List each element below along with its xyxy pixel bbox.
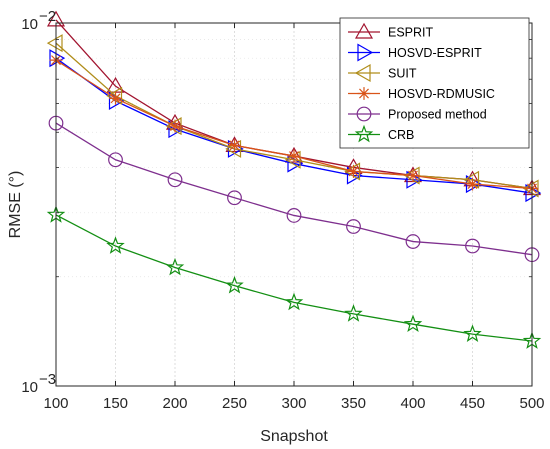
legend-marker: [357, 87, 371, 100]
data-point: [406, 169, 420, 182]
data-point: [347, 165, 360, 178]
x-axis-label: Snapshot: [260, 428, 328, 445]
x-tick-label: 150: [103, 395, 128, 412]
y-axis-label: RMSE (°): [7, 171, 24, 239]
legend-marker: [354, 22, 374, 39]
data-point: [405, 234, 421, 249]
data-point: [49, 49, 66, 68]
data-point: [403, 314, 423, 333]
y-tick-label: 10: [21, 379, 38, 396]
data-point: [108, 152, 123, 168]
x-tick-label: 350: [341, 395, 366, 412]
data-point: [167, 172, 183, 188]
data-point: [344, 304, 363, 322]
y-tick-exponent: −2: [39, 8, 56, 25]
series-group: [46, 10, 542, 349]
x-tick-label: 400: [400, 395, 425, 412]
data-point: [346, 219, 361, 234]
y-tick-exponent: −3: [39, 371, 56, 388]
x-tick-label: 300: [281, 395, 306, 412]
data-point: [465, 238, 480, 254]
data-point: [109, 91, 122, 105]
legend-marker: [354, 124, 374, 143]
legend-label: HOSVD-RDMUSIC: [388, 87, 495, 101]
data-point: [463, 324, 482, 342]
series-line: [55, 122, 533, 256]
legend-label: Proposed method: [388, 108, 487, 122]
x-tick-label: 100: [43, 395, 68, 412]
data-point: [286, 208, 302, 223]
x-tick-label: 500: [519, 395, 544, 412]
legend-box: [339, 17, 530, 149]
data-point: [287, 149, 301, 163]
legend-marker: [354, 63, 371, 83]
legend: ESPRIT HOSVD-ESPRIT SUIT HOSVD-RDMUSIC Propo…: [339, 17, 530, 149]
x-tick-label: 200: [162, 395, 187, 412]
data-point: [228, 139, 241, 152]
data-point: [106, 236, 125, 254]
legend-label: SUIT: [388, 67, 417, 81]
legend-label: HOSVD-ESPRIT: [388, 46, 482, 60]
data-point: [46, 34, 63, 53]
legend-marker: [357, 43, 374, 62]
data-point: [165, 257, 185, 276]
series-line: [55, 57, 533, 194]
y-tick-label: 10: [21, 16, 38, 33]
data-point: [227, 190, 242, 206]
series-proposed-method: [48, 115, 540, 263]
data-point: [168, 119, 182, 133]
legend-label: CRB: [388, 128, 414, 142]
x-tick-label: 450: [460, 395, 485, 412]
series-line: [55, 214, 533, 342]
legend-marker: [356, 106, 372, 122]
data-point: [466, 177, 479, 191]
x-tick-label: 250: [222, 395, 247, 412]
data-point: [225, 275, 244, 294]
data-point: [284, 292, 304, 311]
legend-label: ESPRIT: [388, 26, 434, 40]
